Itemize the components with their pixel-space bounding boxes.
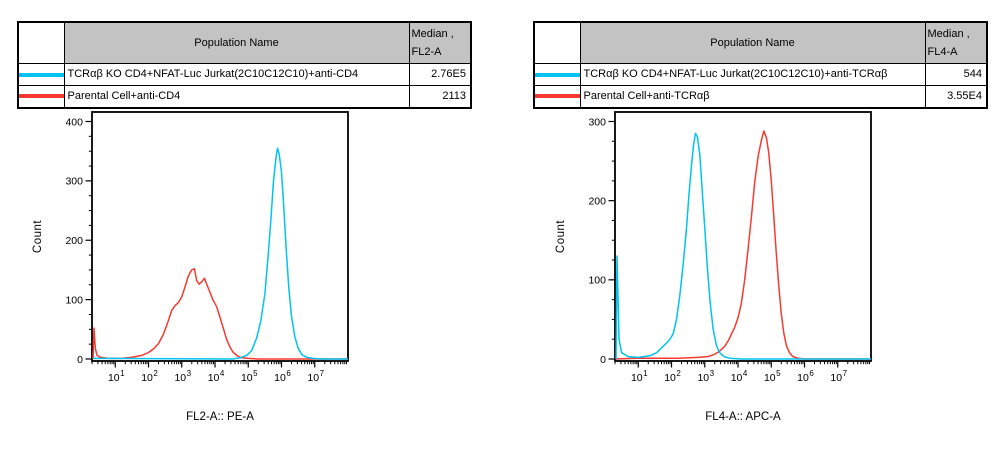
histogram-curve-series_red bbox=[92, 268, 348, 360]
legend-row: Parental Cell+anti-TCRαβ 3.55E4 bbox=[533, 85, 988, 108]
legend-table-fl4: Population Name Median , FL4-A TCRαβ KO C… bbox=[533, 21, 988, 109]
x-tick-label: 107 bbox=[307, 369, 324, 384]
histogram-curve-series_cyan bbox=[615, 132, 871, 360]
x-tick-label: 106 bbox=[797, 369, 814, 384]
median-header-line2: FL4-A bbox=[927, 46, 958, 58]
median-value-cell: 3.55E4 bbox=[924, 85, 988, 108]
median-header: Median , FL4-A bbox=[924, 21, 988, 64]
panel-fl4: Population Name Median , FL4-A TCRαβ KO C… bbox=[533, 21, 988, 423]
x-tick-label: 101 bbox=[108, 369, 125, 384]
median-value-cell: 544 bbox=[924, 63, 988, 86]
y-tick-label: 200 bbox=[588, 195, 606, 207]
legend-row: Parental Cell+anti-CD4 2113 bbox=[17, 85, 472, 108]
series-color-swatch bbox=[535, 94, 579, 99]
y-tick-label: 0 bbox=[600, 354, 606, 366]
population-name-cell: Parental Cell+anti-TCRαβ bbox=[579, 85, 926, 108]
x-axis-title: FL4-A:: APC-A bbox=[705, 411, 781, 423]
median-header-line1: Median , bbox=[411, 28, 454, 40]
y-tick-label: 200 bbox=[65, 235, 83, 247]
plot-frame bbox=[91, 111, 349, 362]
y-tick-label: 0 bbox=[77, 354, 83, 366]
legend-swatch-cell bbox=[17, 85, 65, 108]
series-color-swatch bbox=[535, 72, 579, 77]
histogram-plot-fl2: 101 102 103 104 105 106 107 0 100 200 300 400 FL2-A:… bbox=[32, 111, 349, 423]
median-value-cell: 2113 bbox=[408, 85, 472, 108]
x-tick-label: 107 bbox=[830, 369, 847, 384]
x-tick-label: 105 bbox=[241, 369, 258, 384]
y-tick-label: 100 bbox=[588, 275, 606, 287]
y-tick-label: 100 bbox=[65, 294, 83, 306]
series-color-swatch bbox=[19, 94, 63, 99]
legend-header-row: Population Name Median , FL4-A bbox=[533, 21, 988, 64]
median-header-line2: FL2-A bbox=[411, 46, 442, 58]
y-axis-title: Count bbox=[32, 220, 44, 253]
legend-swatch-cell bbox=[533, 63, 581, 86]
y-axis-title: Count bbox=[555, 220, 567, 253]
legend-swatch-cell bbox=[17, 63, 65, 86]
legend-row: TCRαβ KO CD4+NFAT-Luc Jurkat(2C10C12C10)… bbox=[17, 63, 472, 86]
population-name-cell: TCRαβ KO CD4+NFAT-Luc Jurkat(2C10C12C10)… bbox=[579, 63, 926, 86]
legend-header-row: Population Name Median , FL2-A bbox=[17, 21, 472, 64]
population-name-cell: Parental Cell+anti-CD4 bbox=[63, 85, 410, 108]
x-axis-title: FL2-A:: PE-A bbox=[186, 411, 254, 423]
median-header-line1: Median , bbox=[927, 28, 970, 40]
population-name-header: Population Name bbox=[579, 21, 926, 64]
median-value-cell: 2.76E5 bbox=[408, 63, 472, 86]
y-tick-label: 300 bbox=[588, 116, 606, 128]
x-tick-label: 103 bbox=[174, 369, 191, 384]
x-tick-label: 102 bbox=[664, 369, 681, 384]
population-name-header: Population Name bbox=[63, 21, 410, 64]
legend-row: TCRαβ KO CD4+NFAT-Luc Jurkat(2C10C12C10)… bbox=[533, 63, 988, 86]
y-tick-label: 300 bbox=[65, 176, 83, 188]
legend-swatch-cell bbox=[533, 85, 581, 108]
legend-swatch-header-cell bbox=[17, 21, 65, 64]
x-tick-label: 105 bbox=[764, 369, 781, 384]
population-name-cell: TCRαβ KO CD4+NFAT-Luc Jurkat(2C10C12C10)… bbox=[63, 63, 410, 86]
histogram-curve-series_red bbox=[615, 130, 871, 360]
panel-fl2: Population Name Median , FL2-A TCRαβ KO C… bbox=[17, 21, 472, 423]
x-tick-label: 104 bbox=[731, 369, 748, 384]
y-tick-label: 400 bbox=[65, 116, 83, 128]
x-tick-label: 103 bbox=[697, 369, 714, 384]
histogram-curve-series_cyan bbox=[92, 147, 348, 360]
median-header: Median , FL2-A bbox=[408, 21, 472, 64]
plot-frame bbox=[614, 111, 872, 362]
x-tick-label: 104 bbox=[208, 369, 225, 384]
x-tick-label: 106 bbox=[274, 369, 291, 384]
legend-table-fl2: Population Name Median , FL2-A TCRαβ KO C… bbox=[17, 21, 472, 109]
series-color-swatch bbox=[19, 72, 63, 77]
x-tick-label: 101 bbox=[631, 369, 648, 384]
x-tick-label: 102 bbox=[141, 369, 158, 384]
legend-swatch-header-cell bbox=[533, 21, 581, 64]
